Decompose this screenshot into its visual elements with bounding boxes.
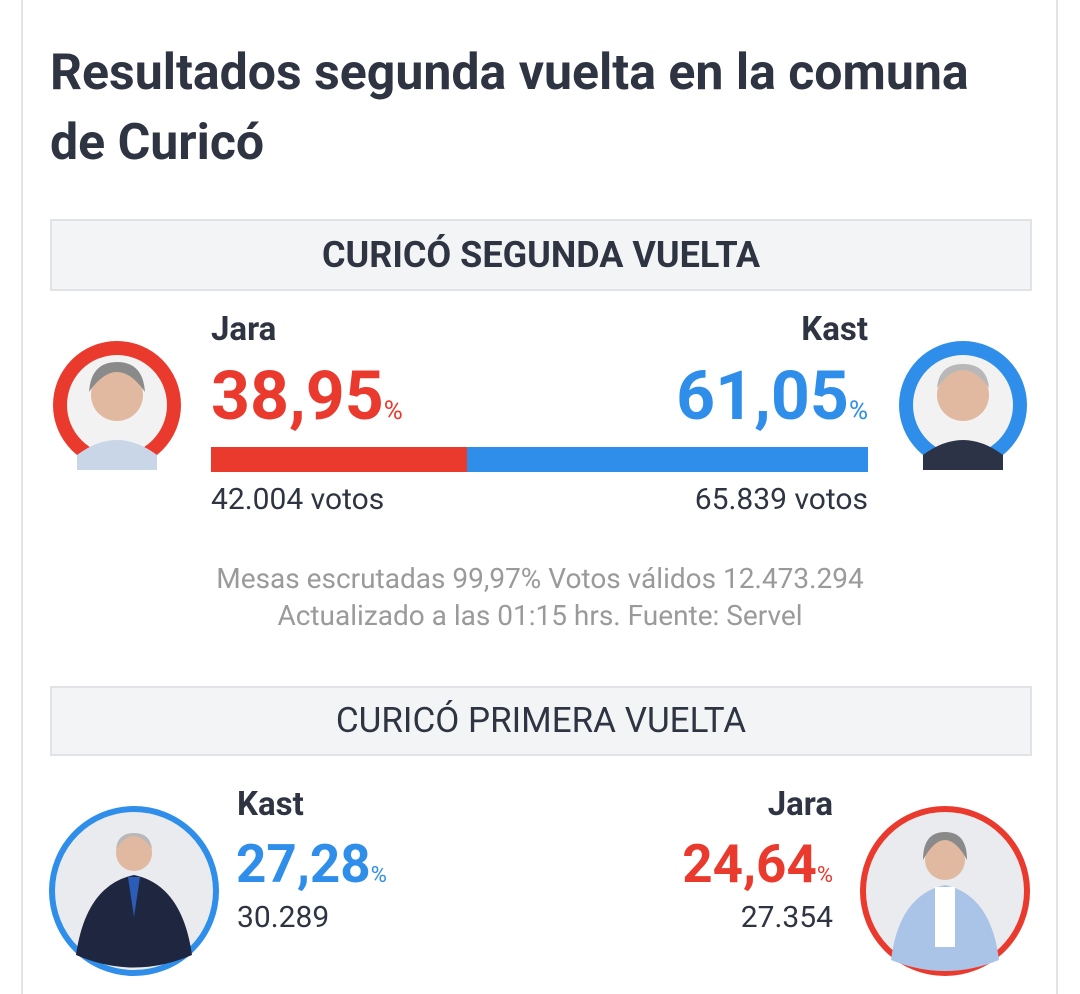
avatar	[899, 341, 1027, 470]
card-edge	[1056, 0, 1058, 994]
percent-sign: %	[848, 396, 868, 426]
percent: 27,28	[236, 833, 371, 895]
percent-sign: %	[816, 863, 833, 888]
candidate-name: Jara	[211, 310, 277, 349]
bar-segment	[211, 447, 467, 472]
votes: 65.839 votos	[694, 482, 868, 517]
votes: 30.289	[237, 900, 330, 935]
note: Mesas escrutadas 99,97% Votos válidos 12…	[216, 562, 864, 595]
votes: 42.004 votos	[211, 482, 385, 517]
card-edge	[21, 0, 23, 994]
candidate-name: Jara	[767, 785, 833, 824]
percent: 38,95	[211, 356, 384, 436]
percent: 24,64	[682, 833, 817, 895]
note: Actualizado a las 01:15 hrs. Fuente: Ser…	[277, 599, 803, 632]
votes: 27.354	[740, 900, 833, 935]
avatar	[53, 341, 181, 470]
avatar	[860, 806, 1030, 976]
candidate-name: Kast	[237, 785, 304, 824]
percent: 61,05	[676, 356, 849, 436]
avatar	[49, 806, 219, 976]
result-bar	[211, 447, 868, 472]
bar-segment	[466, 447, 868, 472]
percent-sign: %	[383, 396, 403, 426]
title: Resultados segunda vuelta en la comuna d…	[50, 44, 969, 172]
section-heading: CURICÓ PRIMERA VUELTA	[50, 686, 1032, 756]
candidate-name: Kast	[801, 310, 868, 349]
section-heading: CURICÓ SEGUNDA VUELTA	[50, 219, 1032, 291]
percent-sign: %	[370, 863, 387, 888]
